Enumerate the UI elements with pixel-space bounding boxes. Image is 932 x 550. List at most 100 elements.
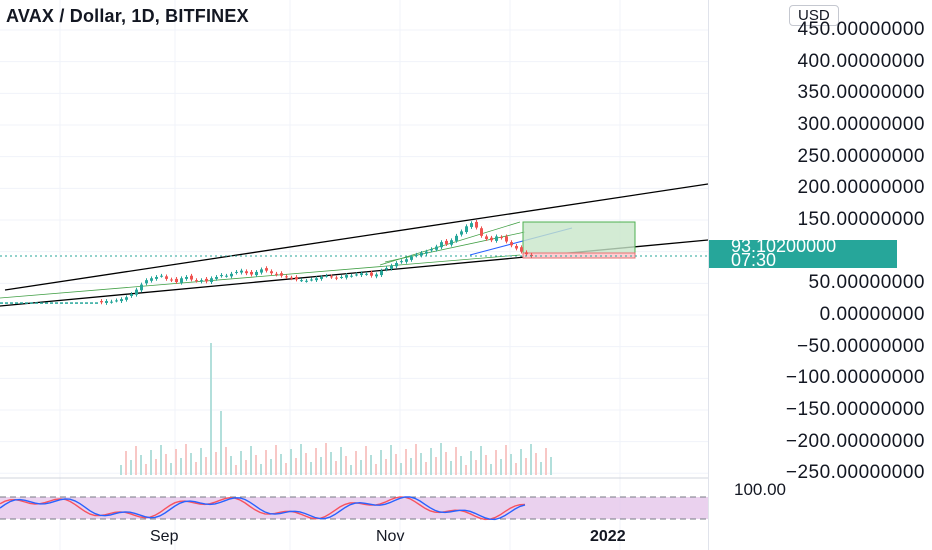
candle-body	[160, 275, 163, 277]
candle-body	[130, 294, 133, 296]
volume-bar	[170, 463, 172, 475]
stoch-d-line	[0, 496, 526, 521]
volume-bar	[290, 449, 292, 475]
candle-body	[340, 276, 343, 278]
volume-bar	[145, 464, 147, 475]
candle-body	[95, 302, 98, 304]
time-label-2022: 2022	[590, 528, 626, 545]
volume-bar	[355, 451, 357, 475]
candle-body	[310, 279, 313, 281]
volume-bar	[190, 453, 192, 475]
volume-bar	[380, 450, 382, 475]
volume-bar	[445, 452, 447, 475]
volume-bar	[400, 463, 402, 475]
volume-bar	[200, 448, 202, 475]
volume-bar	[545, 448, 547, 475]
volume-bar	[335, 461, 337, 475]
volume-bar	[480, 446, 482, 475]
candle-body	[385, 268, 388, 270]
candle-body	[155, 276, 158, 279]
price-chart[interactable]	[0, 0, 708, 550]
candle-body	[140, 284, 143, 291]
volume-bar	[520, 449, 522, 475]
candle-body	[150, 278, 153, 281]
candle-body	[455, 235, 458, 241]
volume-bar	[465, 465, 467, 475]
volume-bar	[345, 456, 347, 475]
volume-bar	[120, 465, 122, 475]
channel-lower-line	[0, 254, 521, 299]
currency-button[interactable]: USD	[789, 5, 839, 26]
volume-bar	[250, 446, 252, 475]
candle-body	[355, 274, 358, 276]
candle-body	[245, 271, 248, 274]
chart-grid	[0, 0, 708, 550]
candle-body	[25, 302, 28, 304]
volume-bar	[140, 455, 142, 475]
countdown-timer: 07:30	[731, 250, 777, 270]
candle-body	[180, 278, 183, 283]
volume-bars	[120, 343, 552, 475]
volume-bar	[540, 462, 542, 475]
candle-body	[240, 270, 243, 273]
price-tick-label: 50.00000000	[808, 272, 925, 294]
volume-bar	[280, 454, 282, 475]
price-tick-label: −50.00000000	[796, 335, 925, 357]
candle-body	[60, 302, 63, 304]
candle-body	[285, 276, 288, 278]
candle-body	[30, 302, 33, 304]
volume-bar	[530, 444, 532, 475]
volume-bar	[485, 455, 487, 475]
stochastic-oscillator	[0, 477, 708, 521]
candle-body	[50, 302, 53, 304]
candle-body	[40, 302, 43, 304]
volume-bar	[430, 448, 432, 475]
candle-body	[360, 273, 363, 276]
price-tick-label: 150.00000000	[797, 208, 925, 230]
candle-body	[75, 302, 78, 304]
candle-body	[380, 270, 383, 276]
candle-body	[395, 263, 398, 267]
candle-body	[250, 271, 253, 275]
symbol-title[interactable]: AVAX / Dollar, 1D, BITFINEX	[6, 6, 249, 26]
candle-body	[305, 280, 308, 282]
volume-bar	[210, 343, 212, 475]
candle-body	[445, 240, 448, 245]
price-tick-label: −100.00000000	[785, 367, 925, 389]
volume-bar	[225, 447, 227, 475]
volume-bar	[390, 445, 392, 475]
volume-bar	[270, 459, 272, 475]
volume-bar	[440, 443, 442, 475]
candle-body	[280, 273, 283, 276]
candle-body	[85, 302, 88, 304]
candle-body	[515, 245, 518, 249]
volume-bar	[350, 465, 352, 475]
volume-bar	[405, 449, 407, 475]
candle-body	[405, 259, 408, 262]
price-tick-label: 350.00000000	[797, 82, 925, 104]
candle-body	[185, 276, 188, 279]
long-position-stop-box	[522, 252, 636, 259]
candle-body	[410, 256, 413, 260]
candle-body	[335, 277, 338, 279]
candle-body	[235, 271, 238, 273]
volume-bar	[470, 451, 472, 475]
volume-bar	[375, 464, 377, 475]
candle-body	[485, 236, 488, 239]
candle-body	[15, 302, 18, 304]
volume-bar	[475, 460, 477, 475]
candle-body	[420, 252, 423, 256]
volume-bar	[435, 457, 437, 475]
candle-body	[370, 272, 373, 276]
candle-body	[350, 275, 353, 277]
volume-bar	[505, 445, 507, 475]
candle-body	[315, 278, 318, 281]
volume-bar	[235, 465, 237, 475]
candle-body	[430, 249, 433, 251]
volume-bar	[215, 452, 217, 475]
price-axis[interactable]: USD 450.00000000 400.00000000 350.00000000…	[708, 0, 932, 550]
candle-body	[290, 277, 293, 279]
candle-body	[400, 261, 403, 263]
volume-bar	[295, 458, 297, 475]
volume-bar	[500, 459, 502, 475]
